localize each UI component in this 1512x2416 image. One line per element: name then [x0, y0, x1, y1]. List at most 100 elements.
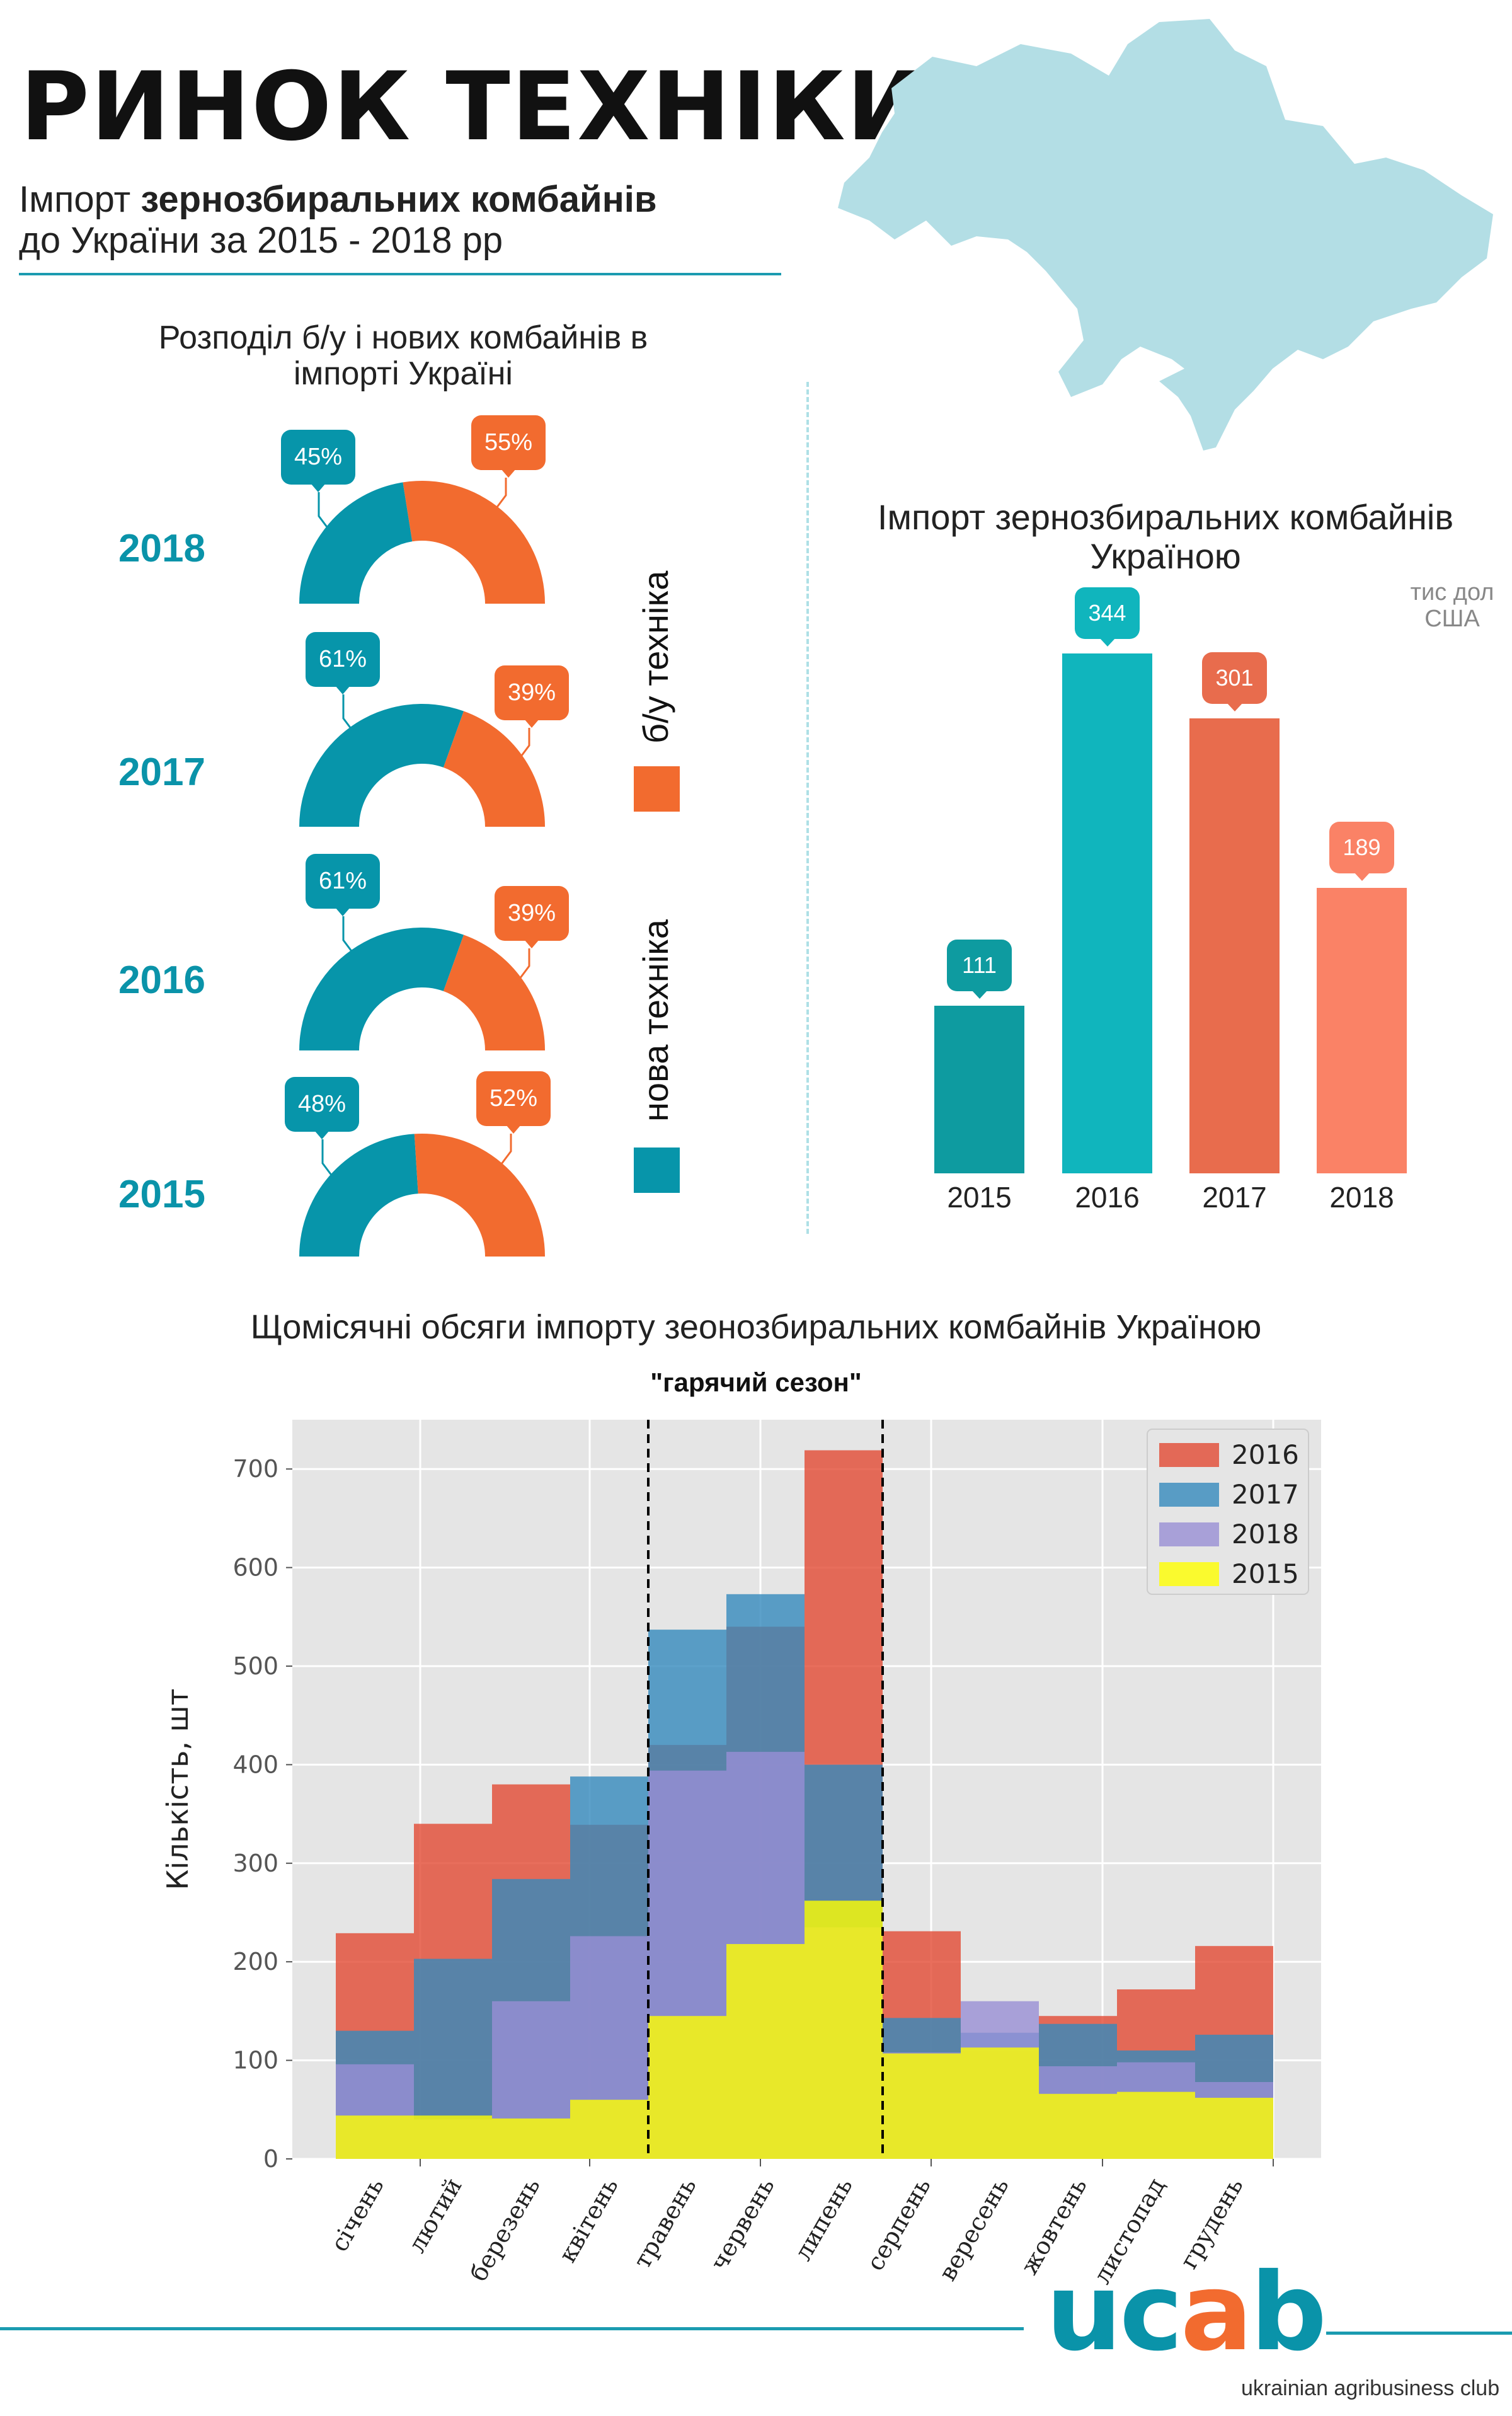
bar-category-label: 2018 [1329, 1181, 1394, 1214]
hist-bar-2015-квітень [570, 2100, 648, 2159]
y-tick-label: 0 [263, 2145, 278, 2173]
bar-2017 [1189, 718, 1280, 1173]
callout-pointer [314, 1130, 329, 1139]
legend-swatch [1159, 1483, 1219, 1507]
bar-2018 [1317, 887, 1407, 1173]
donut-segment-new [299, 482, 413, 604]
subtitle-pre: Імпорт [19, 179, 141, 220]
bar-value-label: 111 [947, 939, 1012, 991]
bar-value-label: 344 [1075, 587, 1140, 640]
footer-line-left [0, 2327, 1024, 2330]
donut-segment-used [414, 1134, 545, 1257]
y-tick-label: 200 [232, 1948, 278, 1976]
callout-pointer [524, 719, 539, 728]
callout-pointer [501, 469, 516, 478]
bar-label-pointer [1227, 703, 1243, 712]
callout-pointer [311, 483, 326, 492]
hist-bar-2015-жовтень [1039, 2093, 1117, 2159]
ucab-logo: ucab [1046, 2259, 1327, 2366]
title-underline [19, 273, 781, 275]
hist-bar-2015-січень [336, 2115, 414, 2159]
bar-2016 [1062, 653, 1152, 1173]
bar-value-label: 301 [1202, 652, 1267, 705]
x-tick-label: лютий [403, 2173, 467, 2258]
y-tick-label: 500 [232, 1652, 278, 1680]
legend-swatch [1159, 1443, 1219, 1467]
bar-label-pointer [1354, 871, 1370, 881]
hist-bar-2015-червень [726, 1944, 805, 2159]
callout-used-2016: 39% [495, 886, 569, 941]
donut-year-label: 2015 [118, 1173, 205, 1216]
hot-season-label: "гарячий сезон" [650, 1367, 862, 1397]
ukraine-map [838, 19, 1493, 451]
hist-bar-2015-грудень [1195, 2098, 1273, 2159]
bar-category-label: 2017 [1202, 1181, 1267, 1214]
x-tick-label: серпень [861, 2173, 936, 2275]
donut-2015 [299, 1134, 545, 1257]
bar-value-label: 189 [1329, 821, 1394, 873]
subtitle-line1: Імпорт зернозбиральних комбайнів [19, 180, 657, 220]
donut-segment-used [443, 711, 545, 827]
callout-pointer [335, 686, 350, 694]
legend-new-swatch [634, 1148, 680, 1193]
callout-new-2017: 61% [306, 632, 380, 687]
bar-chart-title: Імпорт зернозбиральних комбайнів Україно… [877, 497, 1454, 576]
bar-category-label: 2016 [1075, 1181, 1140, 1214]
y-axis-label: Кількість, шт [161, 1689, 195, 1890]
legend-swatch [1159, 1522, 1219, 1546]
footer-line-right [1326, 2332, 1512, 2335]
x-tick-label: липень [789, 2173, 858, 2265]
legend-label: 2017 [1232, 1479, 1299, 1510]
donut-year-label: 2016 [118, 958, 205, 1002]
subtitle-line2: до України за 2015 - 2018 рр [19, 220, 503, 261]
donut-2018 [299, 481, 545, 604]
hist-bar-2015-листопад [1117, 2091, 1195, 2159]
bar-2015 [934, 1005, 1024, 1173]
legend: 2016 2017 2018 2015 [1147, 1429, 1309, 1595]
hist-bar-2015-травень [648, 2016, 726, 2159]
hist-bar-2015-липень [805, 1901, 883, 2159]
logo-a: a [1180, 2250, 1253, 2375]
donut-2016 [299, 928, 545, 1050]
section-divider [806, 382, 809, 1234]
page-title: РИНОК ТЕХНІКИ [20, 52, 927, 162]
x-tick-label: червень [705, 2173, 780, 2275]
legend-label: 2015 [1232, 1558, 1299, 1589]
logo-tagline: ukrainian agribusiness club [1241, 2376, 1500, 2400]
histogram-title: Щомісячні обсяги імпорту зеонозбиральних… [250, 1308, 1262, 1346]
y-tick-label: 700 [232, 1455, 278, 1483]
callout-pointer [335, 907, 350, 916]
bar-chart-unit: тис дол США [1410, 579, 1494, 632]
logo-b: b [1250, 2250, 1327, 2375]
legend-label: 2016 [1232, 1439, 1299, 1470]
legend-new-label: нова техніка [636, 919, 675, 1122]
legend-swatch [1159, 1562, 1219, 1586]
series-2015 [336, 1901, 1273, 2159]
donuts-title-line2: імпорті Україні [294, 355, 513, 393]
y-tick-label: 100 [232, 2047, 278, 2074]
y-tick-label: 400 [232, 1751, 278, 1778]
x-tick-label: березень [464, 2173, 546, 2286]
x-tick-label: вересень [933, 2173, 1014, 2286]
legend-used-swatch [634, 766, 680, 812]
x-tick-label: травень [628, 2173, 702, 2274]
donut-year-label: 2018 [118, 527, 205, 570]
bar-label-pointer [1099, 638, 1116, 647]
x-tick-label: січень [325, 2173, 389, 2257]
callout-new-2016: 61% [306, 854, 380, 909]
callout-used-2015: 52% [476, 1071, 551, 1126]
callout-used-2018: 55% [471, 415, 546, 470]
donut-segment-new [299, 928, 464, 1050]
legend-used-label: б/у техніка [636, 570, 675, 744]
callout-used-2017: 39% [495, 665, 569, 720]
legend-label: 2018 [1232, 1519, 1299, 1550]
donuts-title: Розподіл б/у і нових комбайнів в імпорті … [88, 319, 718, 393]
donut-year-label: 2017 [118, 751, 205, 794]
y-tick-label: 300 [232, 1849, 278, 1877]
hist-bar-2015-лютий [414, 2115, 492, 2159]
donuts-title-line1: Розподіл б/у і нових комбайнів в [158, 319, 648, 356]
donut-segment-new [299, 704, 464, 827]
callout-new-2015: 48% [285, 1077, 359, 1132]
donut-segment-used [443, 935, 545, 1050]
subtitle-bold: зернозбиральних комбайнів [140, 179, 657, 220]
